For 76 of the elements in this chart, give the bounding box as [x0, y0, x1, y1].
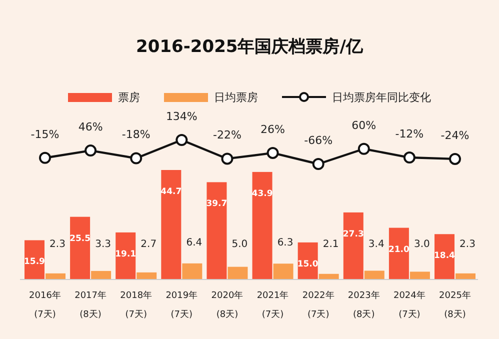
x-tick-label: 2024年 (7天)	[393, 290, 426, 320]
bar	[434, 234, 454, 279]
bar	[206, 182, 227, 279]
bar	[343, 212, 364, 279]
legend: 票房	[68, 91, 140, 104]
data-label: -15%	[30, 128, 60, 141]
point	[130, 152, 142, 164]
data-label: 15.0	[297, 259, 318, 270]
point	[176, 134, 188, 146]
data-label: 15.9	[24, 257, 46, 268]
bar	[161, 170, 182, 279]
bar	[136, 272, 157, 279]
data-label: -22%	[213, 128, 242, 142]
chart-title: 2016-2025年国庆档票房/亿	[136, 37, 364, 57]
bar	[228, 266, 248, 279]
data-label: 21.0	[388, 244, 410, 255]
x-tick-label: 2023年 (8天)	[348, 290, 380, 320]
data-label: 6.3	[277, 238, 294, 249]
data-label: 2.7	[140, 239, 157, 250]
x-tick-label: 2019年 (7天)	[166, 290, 198, 320]
data-label: 2.3	[50, 239, 66, 250]
data-label: 43.9	[252, 188, 273, 199]
x-tick-label: 2025年 (8天)	[439, 290, 471, 320]
point	[403, 152, 416, 164]
x-tick-label: 2022年 (7天)	[302, 290, 334, 320]
bar	[410, 272, 430, 279]
point	[312, 158, 324, 170]
legend-label: 票房	[118, 91, 140, 104]
data-label: -18%	[122, 128, 150, 142]
bar	[456, 273, 476, 279]
bar	[364, 270, 384, 279]
x-tick-label: 2017年 (8天)	[74, 290, 107, 320]
point	[39, 152, 51, 164]
x-tick-label: 2020年 (8天)	[211, 290, 244, 320]
bar	[252, 172, 272, 279]
legend-label: 日均票房年同比变化	[332, 91, 431, 104]
data-label: 46%	[78, 120, 103, 134]
data-label: -66%	[304, 134, 333, 147]
data-label: 2.3	[460, 239, 476, 250]
point	[266, 146, 279, 159]
data-label: 25.5	[70, 234, 91, 244]
x-tick-label: 2016年 (7天)	[29, 290, 61, 320]
x-tick-label: 2021年 (7天)	[256, 290, 289, 320]
data-label: 5.0	[232, 239, 248, 250]
data-label: 134%	[166, 110, 198, 123]
data-label: 19.1	[115, 249, 136, 260]
point	[449, 152, 461, 165]
bar	[24, 240, 44, 279]
bar	[273, 264, 294, 279]
data-label: 26%	[260, 122, 286, 136]
point	[84, 144, 97, 157]
data-label: 27.3	[342, 229, 364, 240]
data-label: 44.7	[160, 187, 182, 197]
point	[221, 152, 234, 165]
bar	[116, 232, 136, 279]
legend: 日均票房	[164, 91, 258, 104]
bar	[70, 216, 90, 279]
point	[358, 142, 370, 155]
data-label: 3.4	[368, 239, 384, 250]
data-label: -24%	[440, 128, 470, 142]
data-label: 18.4	[434, 251, 456, 262]
data-label: -12%	[395, 128, 424, 141]
bar	[318, 274, 339, 279]
bar	[91, 270, 112, 279]
legend: 日均票房年同比变化	[282, 91, 431, 104]
x-tick-label: 2018年 (7天)	[120, 290, 152, 320]
data-label: 39.7	[206, 199, 228, 210]
data-label: 60%	[352, 118, 376, 132]
data-label: 3.0	[414, 239, 430, 250]
bar	[388, 228, 409, 279]
bar	[46, 273, 66, 279]
data-label: 3.3	[95, 239, 112, 250]
legend-label: 日均票房	[214, 91, 258, 104]
data-label: 6.4	[186, 237, 202, 248]
data-label: 2.1	[322, 239, 339, 250]
bar	[182, 263, 202, 279]
